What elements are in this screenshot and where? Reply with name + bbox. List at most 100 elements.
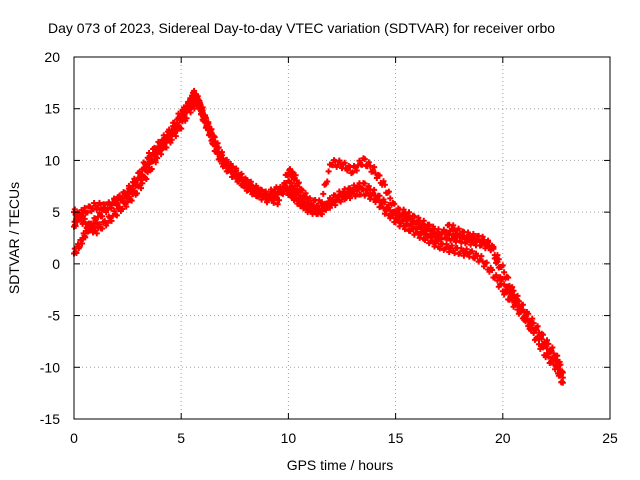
data-point-marker <box>152 148 159 155</box>
x-tick-label: 10 <box>281 430 297 446</box>
data-point-marker <box>443 241 450 248</box>
data-point-marker <box>505 274 512 281</box>
data-point-marker <box>493 272 500 279</box>
data-point-marker <box>292 172 299 179</box>
data-point-marker <box>391 200 398 207</box>
data-point-marker <box>187 109 194 116</box>
data-point-marker <box>119 195 126 202</box>
data-point-marker <box>423 230 430 237</box>
data-point-marker <box>168 136 175 143</box>
y-tick-label: -5 <box>48 308 61 324</box>
data-point-marker <box>483 259 490 266</box>
data-point-marker <box>416 234 423 241</box>
data-point-marker <box>96 199 103 206</box>
data-point-marker <box>133 190 140 197</box>
data-point-marker <box>128 186 135 193</box>
data-point-marker <box>349 169 356 176</box>
data-point-marker <box>113 212 120 219</box>
data-point-marker <box>385 188 392 195</box>
data-point-marker <box>499 275 506 282</box>
data-point-marker <box>361 156 368 163</box>
data-point-marker <box>255 192 262 199</box>
data-point-marker <box>214 145 221 152</box>
data-point-marker <box>540 344 546 351</box>
plot-frame <box>73 56 611 420</box>
data-point-marker <box>101 201 108 208</box>
data-point-marker <box>208 129 215 136</box>
data-point-marker <box>400 206 407 213</box>
data-point-marker <box>183 115 190 122</box>
data-point-marker <box>463 246 470 253</box>
data-point-marker <box>183 106 190 113</box>
data-point-marker <box>247 181 254 188</box>
data-point-marker <box>525 310 532 317</box>
data-point-marker <box>318 211 325 218</box>
data-point-marker <box>481 263 488 270</box>
data-point-marker <box>324 204 331 211</box>
data-point-marker <box>376 192 383 199</box>
data-point-marker <box>146 149 153 156</box>
data-point-marker <box>206 125 213 132</box>
data-point-marker <box>411 219 418 226</box>
data-point-marker <box>371 186 378 193</box>
data-point-marker <box>281 180 288 187</box>
data-point-marker <box>148 153 155 160</box>
data-point-marker <box>467 237 474 244</box>
data-point-marker <box>455 225 462 232</box>
data-point-marker <box>401 226 408 233</box>
data-point-marker <box>194 94 201 101</box>
data-point-marker <box>365 159 372 166</box>
data-point-marker <box>324 178 331 185</box>
data-point-marker <box>400 212 407 219</box>
data-point-marker <box>491 255 498 262</box>
x-tick-label: 0 <box>70 430 78 446</box>
data-series <box>71 92 566 386</box>
data-series-layer <box>71 87 566 386</box>
x-tick-label: 20 <box>495 430 511 446</box>
data-point-marker <box>554 363 561 370</box>
data-point-marker <box>299 199 306 206</box>
data-point-marker <box>329 162 336 169</box>
y-tick-label: 15 <box>44 101 60 117</box>
data-point-marker <box>549 344 556 351</box>
data-point-marker <box>158 151 165 158</box>
data-point-marker <box>549 356 556 363</box>
data-point-marker <box>470 230 477 237</box>
data-point-marker <box>460 252 467 259</box>
data-point-marker <box>276 197 283 204</box>
data-point-marker <box>385 201 392 208</box>
data-point-marker <box>450 222 457 229</box>
data-point-marker <box>104 219 111 226</box>
data-point-marker <box>525 317 532 324</box>
data-point-marker <box>332 202 339 209</box>
y-tick-label: 0 <box>52 256 60 272</box>
data-point-marker <box>128 197 135 204</box>
data-point-marker <box>108 204 115 211</box>
data-point-marker <box>485 237 492 244</box>
data-point-marker <box>387 195 394 202</box>
data-point-marker <box>337 198 344 205</box>
data-point-marker <box>82 234 89 241</box>
data-point-marker <box>143 161 150 168</box>
data-point-marker <box>381 181 388 188</box>
data-point-marker <box>218 152 225 159</box>
data-point-marker <box>545 353 552 360</box>
data-point-marker <box>494 258 501 265</box>
data-point-marker <box>530 329 537 336</box>
data-point-marker <box>270 192 277 199</box>
data-point-marker <box>336 157 343 164</box>
data-point-marker <box>325 168 332 175</box>
data-point-marker <box>99 213 106 220</box>
data-point-marker <box>356 157 363 164</box>
data-point-marker <box>530 320 537 327</box>
data-point-marker <box>426 225 433 232</box>
data-point-marker <box>167 130 174 137</box>
data-point-marker <box>544 337 551 344</box>
data-point-marker <box>199 104 206 111</box>
data-point-marker <box>489 267 496 274</box>
data-point-marker <box>235 178 242 185</box>
data-point-marker <box>303 194 310 201</box>
data-point-marker <box>320 190 327 197</box>
data-point-marker <box>96 209 103 216</box>
data-point-marker <box>205 120 212 127</box>
